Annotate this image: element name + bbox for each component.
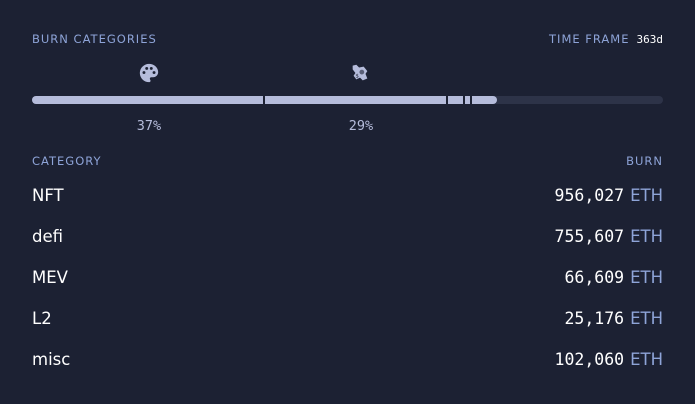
- table-row: L2 25,176 ETH: [32, 306, 663, 330]
- time-frame-value[interactable]: 363d: [636, 33, 664, 46]
- svg-text:$: $: [355, 74, 359, 80]
- burn-value: 956,027 ETH: [555, 186, 663, 205]
- time-frame-label: TIME FRAME: [549, 32, 630, 46]
- category-name: defi: [32, 226, 64, 246]
- category-header: CATEGORY: [32, 154, 102, 168]
- burn-amount: 102,060: [554, 349, 625, 369]
- category-name: misc: [32, 349, 71, 369]
- table-row: misc 102,060 ETH: [32, 347, 663, 371]
- bar-segment-mev[interactable]: [448, 96, 466, 104]
- burn-amount: 66,609: [564, 267, 625, 287]
- table-row: MEV 66,609 ETH: [32, 265, 663, 289]
- burn-unit: ETH: [630, 308, 663, 328]
- nft-share-label: 37%: [136, 118, 162, 134]
- burn-share-bar: [32, 96, 663, 104]
- defi-share-label: 29%: [348, 118, 374, 134]
- category-name: MEV: [32, 267, 68, 287]
- burn-unit: ETH: [630, 349, 663, 369]
- burn-amount: 755,607: [554, 226, 625, 246]
- category-name: NFT: [32, 185, 64, 205]
- burn-unit: ETH: [630, 267, 663, 287]
- burn-amount: 25,176: [564, 308, 625, 328]
- bar-segment-nft[interactable]: [32, 96, 266, 104]
- table-row: NFT 956,027 ETH: [32, 183, 663, 207]
- table-row: defi 755,607 ETH: [32, 224, 663, 248]
- burn-value: 755,607 ETH: [555, 227, 663, 246]
- burn-value: 102,060 ETH: [555, 350, 663, 369]
- category-name: L2: [32, 308, 52, 328]
- burn-unit: ETH: [630, 226, 663, 246]
- bar-segment-l2[interactable]: [465, 96, 472, 104]
- bar-segment-defi[interactable]: [265, 96, 449, 104]
- section-title: BURN CATEGORIES: [32, 32, 157, 46]
- bar-segment-misc[interactable]: [471, 96, 498, 104]
- burn-amount: 956,027: [554, 185, 625, 205]
- time-frame[interactable]: TIME FRAME 363d: [549, 32, 663, 46]
- burn-unit: ETH: [630, 185, 663, 205]
- palette-icon: [139, 63, 159, 83]
- burn-value: 66,609 ETH: [564, 268, 663, 287]
- burn-header: BURN: [626, 154, 663, 168]
- burn-value: 25,176 ETH: [564, 309, 663, 328]
- defi-icon: $: [352, 64, 368, 81]
